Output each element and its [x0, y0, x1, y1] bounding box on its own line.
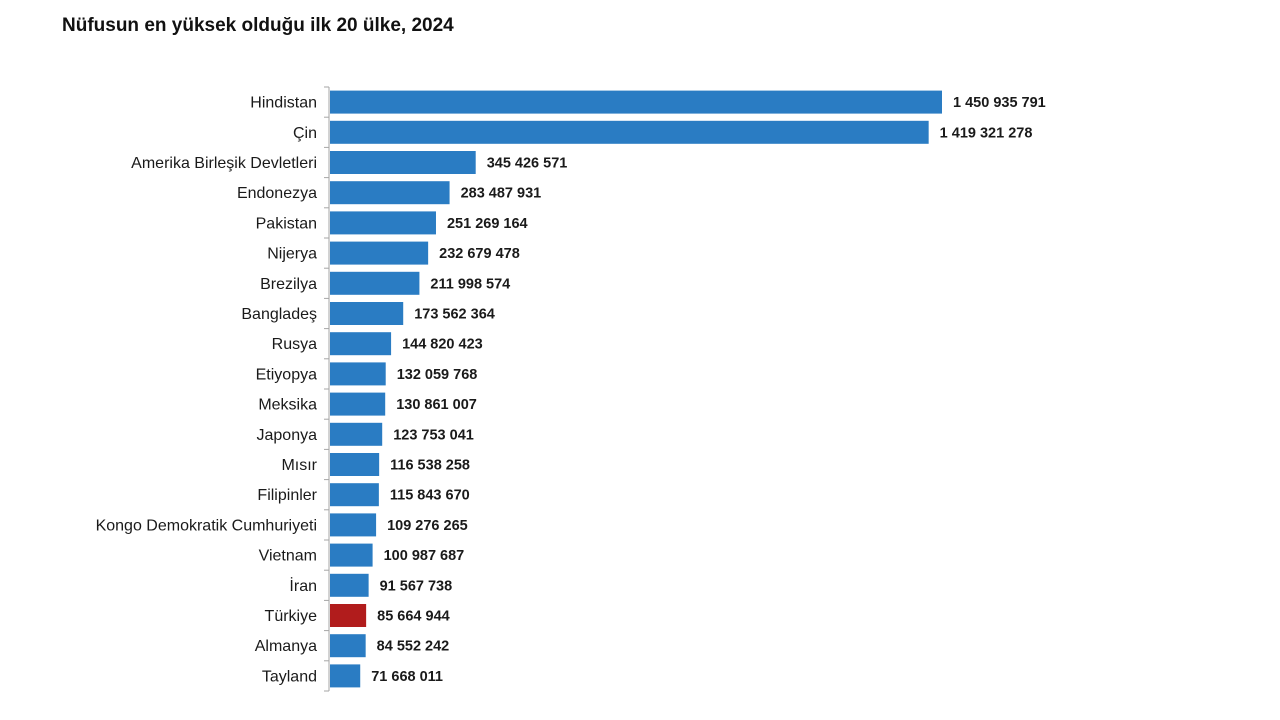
- bar-vietnam: [330, 543, 373, 567]
- bar-filipinler: [330, 483, 379, 507]
- category-label-turkiye: Türkiye: [265, 608, 318, 625]
- category-label-meksika: Meksika: [258, 397, 317, 414]
- value-label-rusya: 144 820 423: [402, 337, 483, 353]
- bar-endonezya: [330, 181, 450, 205]
- category-label-pakistan: Pakistan: [256, 215, 317, 232]
- bar-misir: [330, 453, 380, 476]
- bar-cin: [330, 120, 929, 144]
- value-label-almanya: 84 552 242: [377, 639, 450, 655]
- value-label-cin: 1 419 321 278: [940, 125, 1033, 141]
- bar-meksika: [330, 392, 386, 416]
- value-label-brezilya: 211 998 574: [430, 276, 510, 292]
- value-label-hindistan: 1 450 935 791: [953, 95, 1046, 111]
- category-label-filipinler: Filipinler: [257, 487, 317, 504]
- category-label-amerika-birlesik-devletleri: Amerika Birleşik Devletleri: [131, 155, 317, 172]
- category-label-endonezya: Endonezya: [237, 185, 317, 202]
- value-label-japonya: 123 753 041: [393, 427, 474, 443]
- bar-iran: [330, 573, 369, 597]
- category-label-etiyopya: Etiyopya: [256, 366, 317, 383]
- category-label-tayland: Tayland: [262, 668, 317, 685]
- value-label-tayland: 71 668 011: [371, 669, 443, 685]
- category-label-vietnam: Vietnam: [259, 548, 317, 565]
- category-label-almanya: Almanya: [255, 638, 317, 655]
- value-label-meksika: 130 861 007: [396, 397, 477, 413]
- category-label-hindistan: Hindistan: [250, 95, 317, 112]
- bar-japonya: [330, 422, 383, 446]
- value-label-vietnam: 100 987 687: [384, 548, 465, 564]
- bar-almanya: [330, 634, 366, 658]
- value-label-iran: 91 567 738: [380, 578, 453, 594]
- bar-hindistan: [330, 90, 942, 114]
- category-label-rusya: Rusya: [272, 336, 317, 353]
- value-label-endonezya: 283 487 931: [461, 186, 542, 202]
- value-label-pakistan: 251 269 164: [447, 216, 528, 232]
- category-label-nijerya: Nijerya: [267, 246, 317, 263]
- category-label-misir: Mısır: [281, 457, 317, 474]
- value-label-misir: 116 538 258: [390, 458, 470, 474]
- value-label-turkiye: 85 664 944: [377, 609, 450, 625]
- value-label-nijerya: 232 679 478: [439, 246, 520, 262]
- bar-banglades: [330, 302, 404, 325]
- bar-tayland: [330, 664, 361, 688]
- bar-brezilya: [330, 271, 420, 295]
- chart-title: Nüfusun en yüksek olduğu ilk 20 ülke, 20…: [62, 15, 454, 36]
- bar-pakistan: [330, 211, 436, 235]
- bar-nijerya: [330, 241, 429, 265]
- value-label-amerika-birlesik-devletleri: 345 426 571: [487, 156, 568, 172]
- category-label-cin: Çin: [293, 125, 317, 142]
- value-label-banglades: 173 562 364: [414, 307, 495, 323]
- category-label-brezilya: Brezilya: [260, 276, 317, 293]
- value-label-filipinler: 115 843 670: [390, 488, 470, 504]
- category-label-japonya: Japonya: [257, 427, 318, 444]
- bar-rusya: [330, 332, 392, 356]
- category-label-kongo-demokratik-cumhuriyeti: Kongo Demokratik Cumhuriyeti: [96, 517, 317, 534]
- category-label-iran: İran: [289, 576, 317, 595]
- bar-amerika-birlesik-devletleri: [330, 151, 476, 174]
- bar-etiyopya: [330, 362, 386, 386]
- bar-turkiye: [330, 604, 367, 627]
- value-label-etiyopya: 132 059 768: [397, 367, 478, 383]
- bar-kongo-demokratik-cumhuriyeti: [330, 513, 377, 537]
- value-label-kongo-demokratik-cumhuriyeti: 109 276 265: [387, 518, 468, 534]
- category-label-banglades: Bangladeş: [241, 306, 317, 323]
